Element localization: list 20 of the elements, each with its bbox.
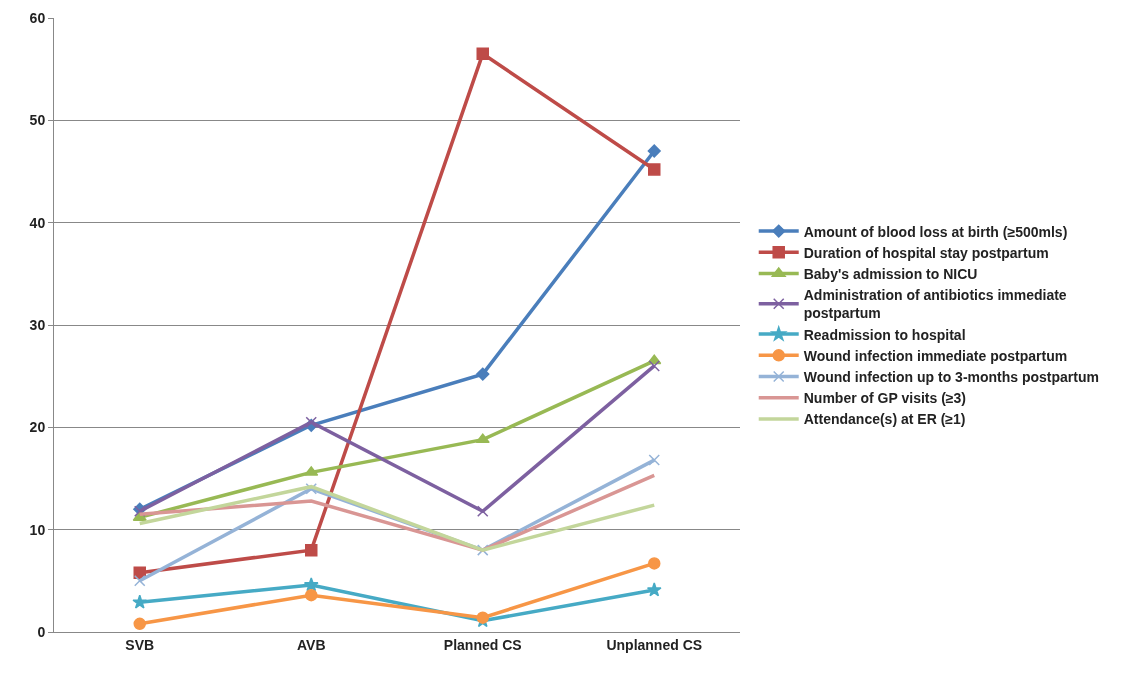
legend-label: Readmission to hospital — [803, 326, 966, 343]
y-tick-label: 30 — [29, 316, 46, 333]
y-tick-label: 10 — [29, 521, 46, 538]
y-tick-label: 60 — [29, 9, 46, 26]
legend-label: Duration of hospital stay postpartum — [803, 244, 1049, 261]
y-tick-label: 0 — [37, 623, 46, 640]
x-tick-label: Planned CS — [443, 636, 522, 653]
y-tick-label: 50 — [29, 112, 46, 129]
legend-label: Amount of blood loss at birth (≥500mls) — [803, 223, 1068, 240]
y-tick-label: 20 — [29, 419, 46, 436]
x-tick-label: AVB — [296, 636, 326, 653]
legend-label: Baby's admission to NICU — [803, 265, 978, 282]
legend-label: Administration of antibiotics immediate postpartum — [803, 287, 1067, 322]
legend-label: Attendance(s) at ER (≥1) — [803, 411, 966, 428]
x-tick-label: SVB — [125, 636, 155, 653]
x-tick-label: Unplanned CS — [606, 636, 703, 653]
legend-label: Wound infection up to 3-months postpartum — [803, 368, 1099, 385]
y-tick-label: 40 — [29, 214, 46, 231]
legend-label: Number of GP visits (≥3) — [803, 390, 966, 407]
legend-label: Wound infection immediate postpartum — [803, 347, 1068, 364]
